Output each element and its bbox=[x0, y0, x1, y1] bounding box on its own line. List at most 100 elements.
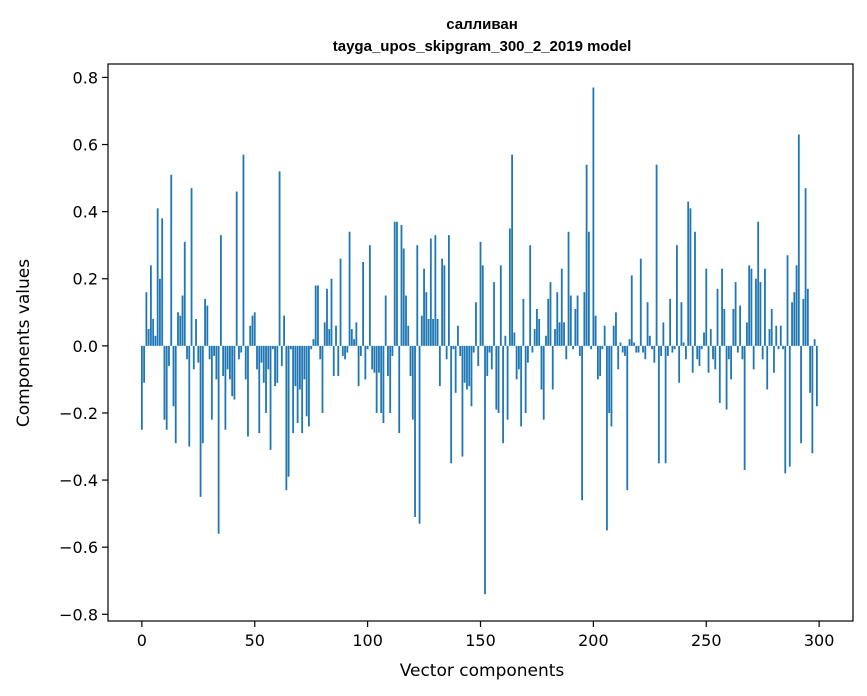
x-tick-label: 300 bbox=[804, 631, 835, 650]
bar bbox=[454, 345, 457, 393]
bar bbox=[378, 345, 380, 373]
bar bbox=[549, 282, 552, 346]
bar bbox=[633, 342, 635, 346]
bar bbox=[664, 345, 667, 464]
bar bbox=[247, 345, 249, 437]
bar bbox=[190, 188, 193, 346]
bar bbox=[594, 315, 597, 346]
bar bbox=[364, 345, 367, 380]
bar bbox=[617, 345, 620, 370]
bar bbox=[567, 231, 570, 346]
bar bbox=[687, 201, 690, 346]
bar bbox=[253, 312, 256, 346]
bar bbox=[477, 345, 480, 366]
bar bbox=[615, 312, 617, 346]
x-tick-label: 0 bbox=[137, 631, 147, 650]
bar bbox=[188, 345, 191, 447]
bar bbox=[484, 345, 486, 595]
bar bbox=[330, 278, 333, 346]
bar bbox=[648, 335, 651, 346]
bar bbox=[468, 345, 471, 387]
bar bbox=[224, 345, 227, 430]
bar bbox=[147, 329, 150, 346]
bar bbox=[748, 265, 751, 346]
bar bbox=[802, 298, 805, 346]
bar bbox=[660, 345, 663, 356]
bar bbox=[779, 325, 782, 346]
bar bbox=[219, 235, 222, 346]
bar bbox=[172, 345, 175, 407]
bar bbox=[287, 345, 290, 477]
bar bbox=[366, 345, 369, 350]
bar bbox=[416, 245, 419, 346]
y-tick-label: 0.0 bbox=[73, 337, 98, 356]
bar bbox=[488, 345, 491, 353]
bar bbox=[644, 345, 647, 360]
bar bbox=[197, 345, 200, 363]
bar bbox=[339, 258, 342, 346]
bar bbox=[165, 345, 168, 430]
bar bbox=[689, 208, 692, 346]
bar bbox=[682, 342, 685, 346]
bar bbox=[163, 345, 166, 420]
bar bbox=[732, 308, 735, 346]
bar bbox=[301, 345, 304, 434]
bar bbox=[183, 241, 186, 346]
bar bbox=[276, 345, 279, 383]
bar bbox=[427, 319, 430, 346]
bar bbox=[317, 285, 319, 346]
bar bbox=[298, 345, 301, 390]
bar bbox=[314, 285, 317, 346]
bar bbox=[341, 345, 344, 356]
bar bbox=[407, 325, 410, 346]
bar bbox=[350, 329, 353, 346]
bar bbox=[619, 342, 622, 346]
y-tick-label: −0.2 bbox=[59, 404, 98, 423]
bar bbox=[793, 292, 796, 346]
bar bbox=[278, 171, 281, 346]
bar bbox=[249, 325, 252, 346]
bar bbox=[531, 345, 534, 353]
bar bbox=[581, 345, 583, 501]
bar bbox=[714, 345, 717, 370]
bar bbox=[375, 345, 378, 413]
bar bbox=[222, 345, 225, 377]
bar bbox=[576, 295, 579, 346]
bar bbox=[707, 345, 710, 373]
bar bbox=[353, 339, 355, 346]
bar bbox=[296, 345, 299, 424]
bar bbox=[445, 345, 448, 360]
bar bbox=[466, 345, 468, 390]
bar bbox=[305, 345, 308, 417]
bar bbox=[274, 345, 276, 387]
bar bbox=[495, 345, 498, 410]
bar bbox=[168, 345, 170, 366]
bar bbox=[768, 329, 771, 346]
bar bbox=[174, 345, 177, 444]
bar bbox=[321, 345, 324, 413]
bar bbox=[348, 231, 351, 346]
bar bbox=[145, 292, 148, 346]
bar bbox=[289, 345, 292, 350]
bar bbox=[420, 315, 423, 346]
bar bbox=[452, 345, 455, 350]
bar bbox=[678, 345, 681, 383]
bar bbox=[569, 295, 572, 346]
bar bbox=[811, 345, 814, 454]
bar bbox=[712, 345, 714, 360]
bar bbox=[504, 335, 507, 346]
bar bbox=[624, 345, 626, 356]
bar bbox=[429, 238, 432, 346]
bar bbox=[585, 164, 588, 346]
bar bbox=[355, 322, 358, 346]
bar bbox=[520, 345, 523, 427]
bar bbox=[691, 345, 694, 373]
bar bbox=[326, 288, 328, 346]
bar bbox=[522, 298, 525, 346]
bar bbox=[265, 345, 267, 413]
bar bbox=[244, 345, 247, 380]
bar bbox=[310, 345, 313, 350]
bar bbox=[156, 208, 159, 346]
bar bbox=[703, 332, 705, 346]
bar bbox=[680, 302, 683, 346]
